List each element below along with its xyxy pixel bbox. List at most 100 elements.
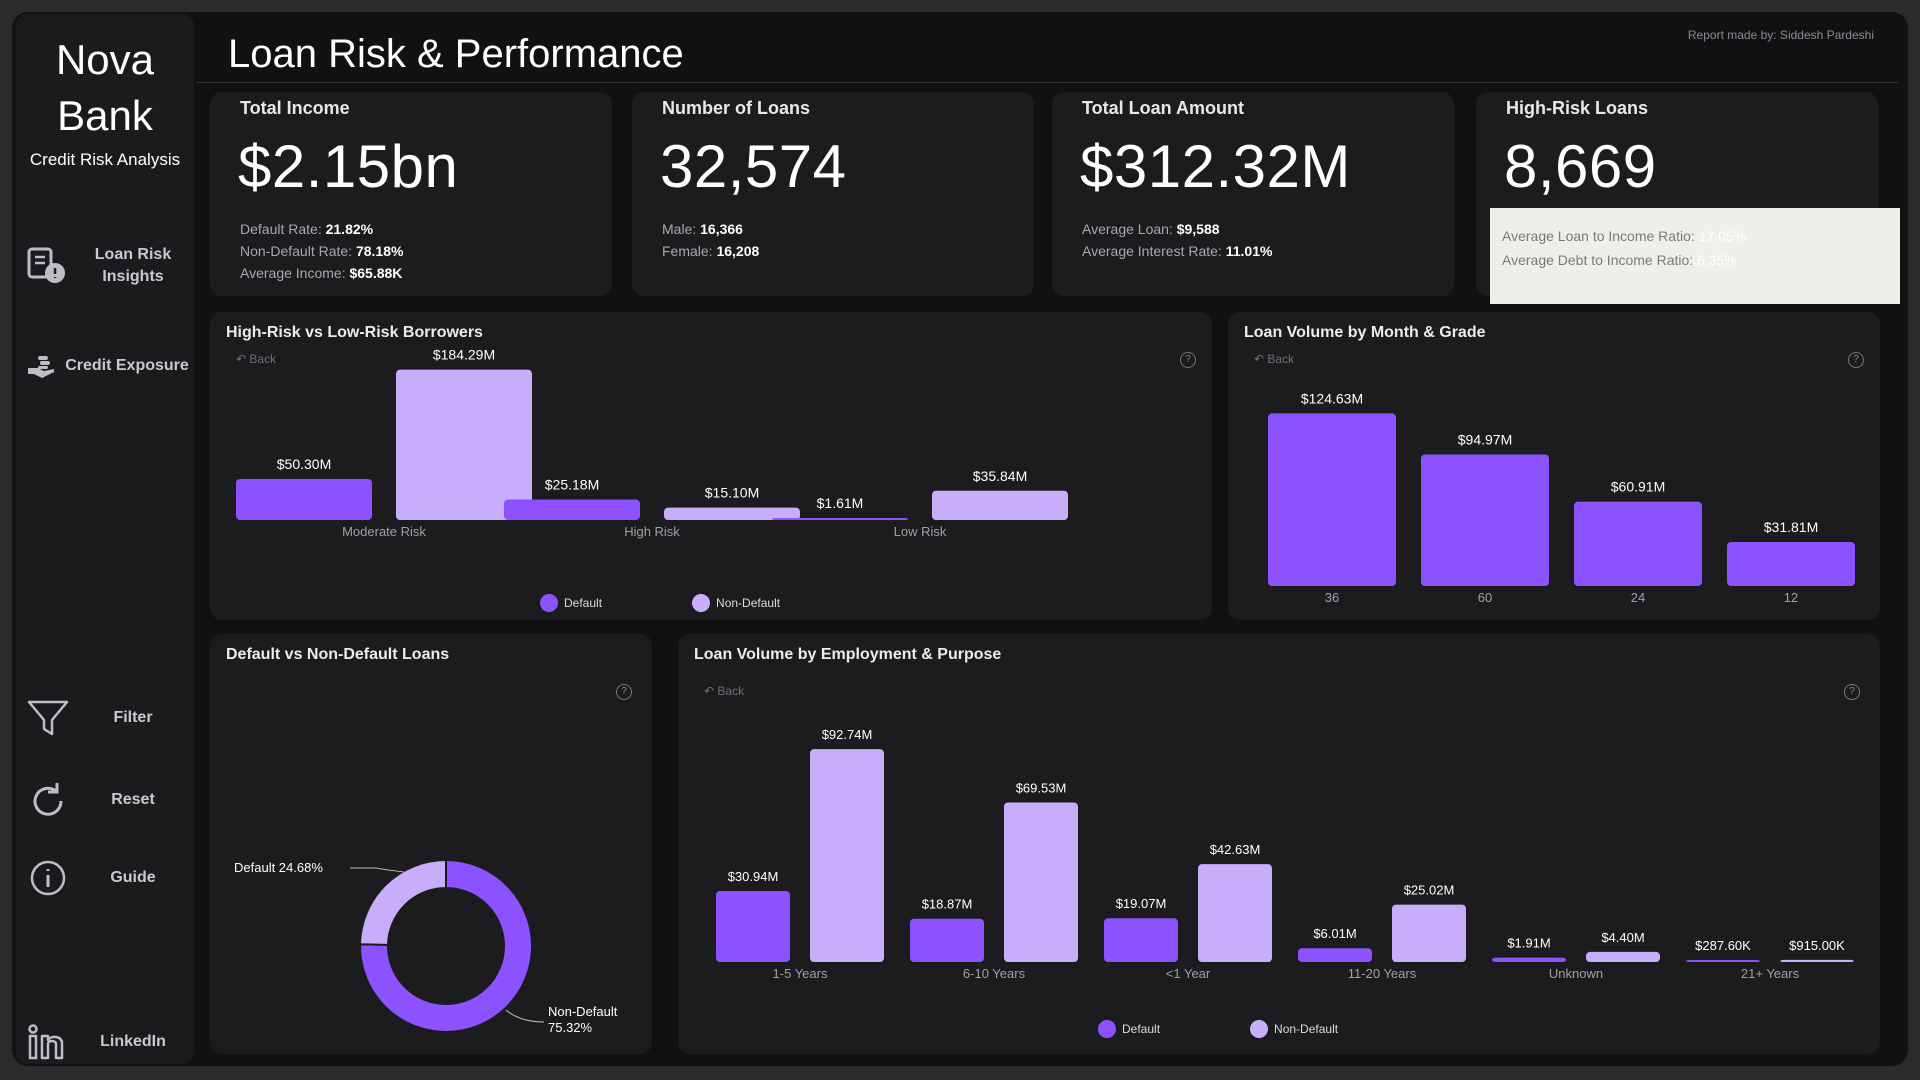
data-label: $915.00K: [1789, 938, 1845, 953]
nav-loan-risk-insights[interactable]: Loan Risk Insights: [24, 236, 194, 296]
legend-label: Non-Default: [716, 596, 781, 610]
help-icon[interactable]: ?: [616, 684, 632, 700]
kpi-details: Average Loan: $9,588 Average Interest Ra…: [1082, 218, 1272, 262]
bar-default-3[interactable]: [1298, 948, 1372, 962]
bar-default-4[interactable]: [1492, 957, 1566, 962]
chart-card-month-grade: Loan Volume by Month & Grade ↶ Back ? $1…: [1228, 312, 1880, 620]
bar-1[interactable]: [1421, 454, 1549, 586]
bar-0[interactable]: [1268, 413, 1396, 586]
bar-non-default-0[interactable]: [810, 749, 884, 962]
kpi-details: Default Rate: 21.82% Non-Default Rate: 7…: [240, 218, 403, 284]
kpi-title: Total Income: [240, 98, 350, 118]
category-label: Moderate Risk: [342, 524, 426, 539]
legend-swatch: [540, 594, 558, 612]
bar-default-0[interactable]: [236, 478, 372, 520]
data-label: $15.10M: [705, 485, 759, 501]
chart-card-risk-borrowers: High-Risk vs Low-Risk Borrowers ↶ Back ?…: [210, 312, 1212, 620]
data-label: $69.53M: [1016, 780, 1067, 795]
bar-non-default-3[interactable]: [1392, 904, 1466, 962]
kpi-value: 32,574: [660, 133, 847, 200]
help-icon[interactable]: ?: [1848, 352, 1864, 368]
legend-label: Default: [1122, 1022, 1161, 1036]
bar-non-default-4[interactable]: [1586, 951, 1660, 962]
nav-reset[interactable]: Reset: [24, 770, 194, 830]
kpi-details: Male: 16,366 Female: 16,208: [662, 218, 759, 262]
nav-guide-label: Guide: [110, 869, 156, 886]
chart-title: Default vs Non-Default Loans: [226, 646, 450, 663]
slice-default[interactable]: [358, 858, 447, 946]
page-title: Loan Risk & Performance: [228, 32, 684, 76]
help-icon[interactable]: ?: [1180, 352, 1196, 368]
chart-title: High-Risk vs Low-Risk Borrowers: [226, 324, 483, 341]
back-button[interactable]: ↶ Back: [236, 352, 277, 366]
category-label: <1 Year: [1166, 966, 1211, 981]
risk-insights-icon: [24, 242, 72, 290]
category-label: 12: [1784, 590, 1798, 605]
category-label: 21+ Years: [1741, 966, 1800, 981]
bar-3[interactable]: [1727, 541, 1855, 586]
category-label: 11-20 Years: [1348, 966, 1417, 981]
data-label: $92.74M: [822, 727, 873, 742]
back-label: Back: [717, 684, 745, 698]
brand-name-line2: Bank: [57, 92, 153, 139]
data-label: $1.61M: [817, 495, 864, 511]
kpi-detail-value: $9,588: [1176, 221, 1220, 237]
bar-default-2[interactable]: [1104, 918, 1178, 962]
data-label: $1.91M: [1507, 936, 1550, 951]
data-label: $184.29M: [433, 348, 495, 363]
legend-item-default[interactable]: Default: [1098, 1020, 1160, 1038]
bar-2[interactable]: [1574, 501, 1702, 586]
nav-linkedin[interactable]: LinkedIn: [24, 1012, 194, 1066]
filter-icon: [24, 694, 72, 742]
nav-loan-risk-line1: Loan Risk: [94, 246, 172, 263]
data-label: $287.60K: [1695, 938, 1751, 953]
kpi-value: $2.15bn: [238, 133, 459, 200]
data-label: $35.84M: [973, 468, 1027, 484]
help-icon[interactable]: ?: [1844, 684, 1860, 700]
bar-default-0[interactable]: [716, 891, 790, 962]
slice-non-default[interactable]: [359, 858, 533, 1033]
brand-subtitle: Credit Risk Analysis: [29, 150, 181, 169]
kpi-card-number-of-loans: Number of Loans 32,574 Male: 16,366 Fema…: [632, 92, 1034, 296]
data-label: $50.30M: [277, 456, 331, 472]
report-credit: Report made by: Siddesh Pardeshi: [1687, 28, 1874, 42]
bar-default-5[interactable]: [1686, 960, 1760, 962]
bar-non-default-0[interactable]: [396, 369, 532, 520]
kpi-detail-label: Average Income:: [240, 265, 346, 281]
back-button[interactable]: ↶ Back: [1254, 352, 1295, 366]
leader-line-default[interactable]: [350, 867, 405, 873]
kpi-detail-value: 16,208: [716, 243, 760, 259]
bar-non-default-2[interactable]: [1198, 864, 1272, 962]
chart-svg: $30.94M $92.74M 1-5 Years $18.87M $69.53M 6-1…: [716, 727, 1854, 981]
tooltip-label: Average Debt to Income Ratio:: [1502, 252, 1694, 268]
data-label: $18.87M: [922, 897, 973, 912]
legend-item-non-default[interactable]: Non-Default: [692, 594, 780, 612]
kpi-title: High-Risk Loans: [1506, 98, 1649, 118]
bar-default-2[interactable]: [772, 518, 908, 520]
kpi-detail-label: Non-Default Rate:: [240, 243, 353, 259]
kpi-detail-label: Male:: [662, 221, 697, 237]
app-frame: Nova Bank Credit Risk Analysis Loan Risk…: [12, 12, 1908, 1066]
legend-item-non-default[interactable]: Non-Default: [1250, 1020, 1338, 1038]
bar-non-default-1[interactable]: [664, 507, 800, 520]
leader-line-non-default[interactable]: [505, 1009, 545, 1023]
bar-default-1[interactable]: [910, 918, 984, 962]
category-label: 24: [1631, 590, 1645, 605]
brand-name-line1: Nova: [55, 36, 155, 83]
nav-guide[interactable]: Guide: [24, 848, 194, 908]
legend-item-default[interactable]: Default: [540, 594, 602, 612]
category-label: 60: [1478, 590, 1492, 605]
sidebar: Nova Bank Credit Risk Analysis Loan Risk…: [16, 14, 194, 1064]
bar-non-default-2[interactable]: [932, 490, 1068, 520]
chart-legend: Default Non-Default: [1098, 1020, 1338, 1038]
kpi-detail-value: 16,366: [700, 221, 743, 237]
bar-default-1[interactable]: [504, 499, 640, 520]
back-button[interactable]: ↶ Back: [704, 684, 745, 698]
bar-non-default-5[interactable]: [1780, 959, 1854, 962]
data-label: $30.94M: [728, 869, 779, 884]
nav-credit-exposure[interactable]: Credit Exposure: [24, 336, 194, 396]
reset-icon: [24, 776, 72, 824]
category-label: Unknown: [1549, 966, 1603, 981]
nav-filter[interactable]: Filter: [24, 688, 194, 748]
bar-non-default-1[interactable]: [1004, 802, 1078, 962]
